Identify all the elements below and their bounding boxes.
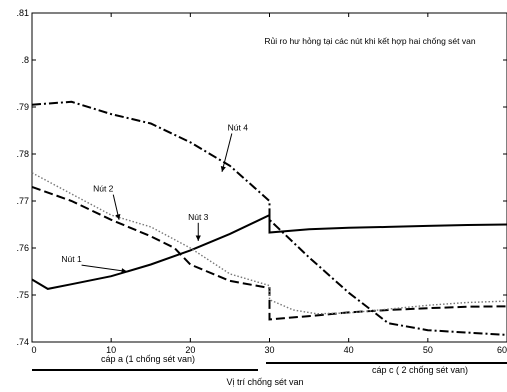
annotation-arrowhead-2 — [115, 213, 121, 220]
annotation-arrowhead-1 — [121, 268, 127, 274]
y-tick-label: .75 — [16, 290, 29, 300]
annotation-arrow-1 — [81, 264, 128, 272]
annotations: Nút 1 Nút 2 Nút 3 Nút 4 — [61, 123, 248, 274]
y-tick-label: .81 — [16, 8, 29, 18]
chart-title: Rủi ro hư hỏng tại các nút khi kết hợp h… — [264, 36, 475, 46]
annotation-label-4: Nút 4 — [228, 123, 249, 133]
annotation-arrow-4 — [221, 133, 233, 172]
annotation-arrowhead-4 — [220, 165, 226, 172]
y-tick-label: .74 — [16, 337, 29, 347]
x-axis-label: Vị trí chống sét van — [226, 377, 303, 387]
annotation-label-3: Nút 3 — [188, 212, 209, 222]
annotation-arrowhead-3 — [195, 235, 201, 241]
annotation-label-1: Nút 1 — [61, 254, 82, 264]
series-lines — [31, 100, 507, 336]
x-axis: 0 10 20 30 40 50 60 — [31, 13, 507, 355]
x-tick-label: 60 — [497, 345, 507, 355]
x-tick-label: 20 — [185, 345, 195, 355]
x-tick-label: 40 — [344, 345, 354, 355]
series-line-4 — [31, 100, 507, 336]
y-tick-label: .79 — [16, 102, 29, 112]
x-tick-label: 0 — [31, 345, 36, 355]
y-tick-label: .78 — [16, 149, 29, 159]
y-tick-label: .76 — [16, 243, 29, 253]
section-label-c: cáp c ( 2 chống sét van) — [372, 365, 468, 375]
section-bars — [32, 362, 507, 371]
x-tick-label: 10 — [106, 345, 116, 355]
x-tick-label: 30 — [264, 345, 274, 355]
y-tick-label: .8 — [21, 55, 29, 65]
section-label-a: cáp a (1 chống sét van) — [101, 354, 195, 364]
y-tick-label: .77 — [16, 196, 29, 206]
x-tick-label: 50 — [423, 345, 433, 355]
annotation-label-2: Nút 2 — [93, 184, 114, 194]
y-axis: .74 .75 .76 .77 .78 .79 .8 .81 — [16, 8, 507, 347]
